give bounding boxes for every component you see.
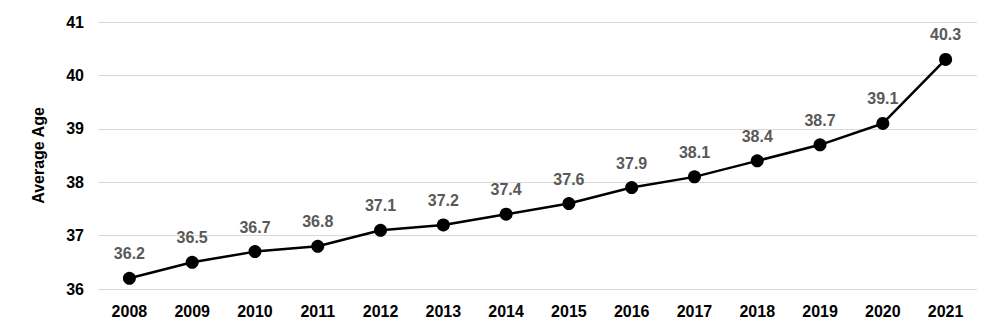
svg-text:2017: 2017: [677, 303, 713, 320]
svg-text:2018: 2018: [739, 303, 775, 320]
svg-text:2010: 2010: [237, 303, 273, 320]
svg-text:36.8: 36.8: [302, 213, 333, 230]
svg-text:2020: 2020: [865, 303, 901, 320]
svg-text:36: 36: [66, 281, 84, 298]
svg-text:37.2: 37.2: [428, 192, 459, 209]
svg-text:37.4: 37.4: [491, 181, 522, 198]
svg-text:2013: 2013: [426, 303, 462, 320]
svg-text:39.1: 39.1: [867, 90, 898, 107]
svg-text:40.3: 40.3: [930, 26, 961, 43]
svg-text:36.5: 36.5: [177, 229, 208, 246]
svg-text:41: 41: [66, 14, 84, 31]
svg-text:2019: 2019: [802, 303, 838, 320]
svg-text:Average Age: Average Age: [30, 107, 47, 204]
svg-text:2011: 2011: [300, 303, 335, 320]
svg-text:36.7: 36.7: [239, 219, 270, 236]
svg-text:38: 38: [66, 174, 84, 191]
svg-text:2009: 2009: [174, 303, 210, 320]
svg-text:37.1: 37.1: [365, 197, 396, 214]
svg-text:38.4: 38.4: [742, 128, 773, 145]
svg-text:36.2: 36.2: [114, 245, 145, 262]
svg-text:2021: 2021: [928, 303, 964, 320]
svg-text:38.7: 38.7: [804, 112, 835, 129]
svg-text:2015: 2015: [551, 303, 587, 320]
svg-text:37.6: 37.6: [553, 171, 584, 188]
svg-text:2008: 2008: [112, 303, 148, 320]
svg-text:2016: 2016: [614, 303, 650, 320]
svg-text:37: 37: [66, 227, 84, 244]
svg-text:37.9: 37.9: [616, 155, 647, 172]
svg-text:38.1: 38.1: [679, 144, 710, 161]
svg-text:39: 39: [66, 120, 84, 137]
svg-text:2014: 2014: [488, 303, 524, 320]
svg-text:2012: 2012: [363, 303, 399, 320]
svg-text:40: 40: [66, 67, 84, 84]
